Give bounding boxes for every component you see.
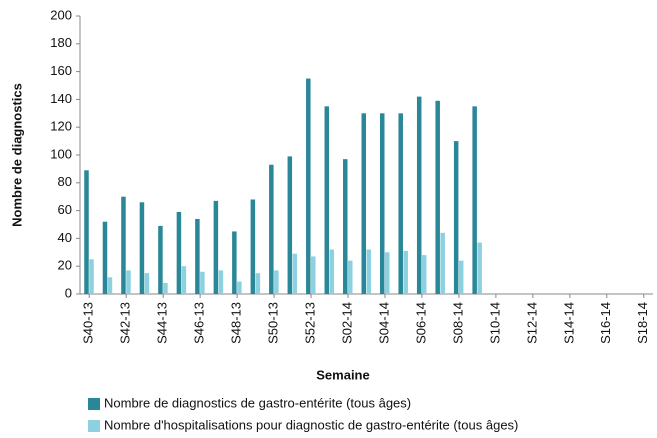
bar [403, 250, 408, 294]
y-tick-label: 100 [50, 146, 72, 161]
bar [84, 170, 89, 294]
bar [398, 113, 403, 294]
bar [269, 164, 274, 294]
legend-swatch [88, 420, 100, 432]
bar [472, 106, 477, 294]
bar [435, 100, 440, 294]
x-tick-label: S16-14 [598, 302, 613, 344]
bar [384, 252, 390, 294]
bar [292, 253, 298, 294]
x-tick-label: S02-14 [339, 302, 354, 344]
y-axis-label: Nombre de diagnostics [9, 83, 24, 227]
y-tick-label: 140 [50, 91, 72, 106]
bar [181, 266, 187, 294]
x-tick-label: S04-14 [376, 302, 391, 344]
bar [366, 249, 371, 294]
x-axis-label: Semaine [316, 367, 369, 382]
x-tick-label: S10-14 [487, 302, 502, 344]
y-tick-label: 120 [50, 119, 72, 134]
y-tick-label: 200 [50, 7, 72, 22]
y-tick-label: 0 [65, 285, 72, 300]
bar [144, 273, 150, 294]
bar [237, 281, 242, 294]
y-tick-label: 20 [58, 258, 72, 273]
y-tick-label: 40 [58, 230, 72, 245]
bar [213, 200, 219, 294]
x-tick-label: S48-13 [229, 302, 244, 344]
x-tick-label: S08-14 [450, 302, 465, 344]
bar [200, 271, 205, 294]
bar [477, 242, 482, 294]
legend-label: Nombre de diagnostics de gastro-entérite… [104, 395, 411, 410]
x-tick-label: S50-13 [266, 302, 281, 344]
y-tick-label: 180 [50, 35, 72, 50]
x-tick-label: S44-13 [155, 302, 170, 344]
bar [440, 232, 445, 294]
bar [126, 270, 131, 294]
bar [89, 259, 94, 294]
x-tick-label: S46-13 [192, 302, 207, 344]
bar [361, 113, 366, 294]
bar [324, 106, 330, 294]
bar [218, 270, 224, 294]
bar [139, 202, 145, 294]
bar [421, 255, 427, 294]
bar [232, 231, 237, 294]
bar [453, 141, 459, 294]
bar [250, 199, 256, 294]
bar [416, 96, 422, 295]
bar [163, 282, 168, 294]
x-tick-label: S18-14 [635, 302, 650, 344]
bar [348, 260, 353, 294]
bar [379, 113, 385, 294]
bar [195, 218, 200, 294]
legend-swatch [88, 398, 100, 410]
bar [287, 156, 293, 294]
bar [255, 273, 261, 294]
bar [107, 277, 113, 294]
x-tick-label: S12-14 [524, 302, 539, 344]
bar [274, 270, 279, 294]
bar [311, 256, 316, 294]
bar [121, 196, 126, 294]
x-tick-label: S52-13 [302, 302, 317, 344]
x-tick-label: S40-13 [81, 302, 96, 344]
bar [458, 260, 464, 294]
bar [176, 211, 182, 294]
x-tick-label: S14-14 [561, 302, 576, 344]
bar [329, 249, 335, 294]
bar [343, 159, 348, 294]
bar [158, 225, 163, 294]
bar [102, 221, 108, 294]
y-tick-label: 80 [58, 174, 72, 189]
x-tick-label: S06-14 [413, 302, 428, 344]
y-tick-label: 160 [50, 63, 72, 78]
x-tick-label: S42-13 [118, 302, 133, 344]
y-tick-label: 60 [58, 202, 72, 217]
bar [306, 78, 311, 294]
legend-label: Nombre d'hospitalisations pour diagnosti… [104, 417, 518, 432]
